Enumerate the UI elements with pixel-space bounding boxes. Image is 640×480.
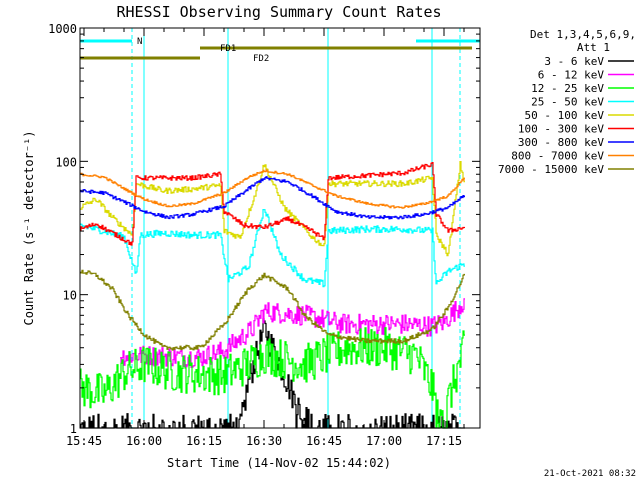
legend-label: 3 - 6 keV <box>544 55 604 68</box>
x-tick-label: 17:00 <box>366 434 402 448</box>
series-line-2 <box>120 298 465 368</box>
x-tick-label: 15:45 <box>66 434 102 448</box>
legend-label: 7000 - 15000 keV <box>498 163 604 176</box>
legend-label: 800 - 7000 keV <box>511 150 604 163</box>
plot-area: N FD1 FD2 <box>79 28 480 429</box>
series-line-5 <box>80 161 465 257</box>
chart-title: RHESSI Observing Summary Count Rates <box>116 3 441 21</box>
plot-frame <box>79 27 481 429</box>
footer-date: 21-Oct-2021 08:32 <box>544 469 636 479</box>
y-tick-label: 1000 <box>48 22 77 36</box>
y-tick-label: 1 <box>70 422 77 436</box>
legend-label: 300 - 800 keV <box>518 136 604 149</box>
series-line-3 <box>80 327 465 429</box>
y-tick-label: 100 <box>55 155 77 169</box>
legend-label: 25 - 50 keV <box>531 96 604 109</box>
x-tick-label: 16:15 <box>186 434 222 448</box>
night-label: N <box>137 37 142 47</box>
x-axis-label: Start Time (14-Nov-02 15:44:02) <box>167 456 391 470</box>
series-line-9 <box>80 269 465 351</box>
legend-label: 100 - 300 keV <box>518 123 604 136</box>
legend-header-line-1: Det 1,3,4,5,6,9, <box>530 28 636 41</box>
legend-header-line-2: Att 1 <box>577 41 610 54</box>
fd2-label: FD2 <box>253 54 269 64</box>
x-tick-label: 16:30 <box>246 434 282 448</box>
x-tick-label: 16:45 <box>306 434 342 448</box>
x-tick-label: 16:00 <box>126 434 162 448</box>
y-axis-label: Count Rate (s⁻¹ detector⁻¹) <box>22 130 36 325</box>
legend-label: 50 - 100 keV <box>525 109 605 122</box>
series-line-4 <box>80 209 465 288</box>
legend-label: 6 - 12 keV <box>538 69 605 82</box>
y-tick-label: 10 <box>63 289 77 303</box>
legend-label: 12 - 25 keV <box>531 82 604 95</box>
series-line-7 <box>80 176 465 220</box>
fd1-label: FD1 <box>220 44 236 54</box>
axes: 15:45 16:00 16:15 16:30 16:45 17:00 17:15 1 10 10… <box>48 22 480 448</box>
series-line-8 <box>80 169 465 209</box>
series-line-6 <box>80 162 465 246</box>
x-tick-label: 17:15 <box>426 434 462 448</box>
